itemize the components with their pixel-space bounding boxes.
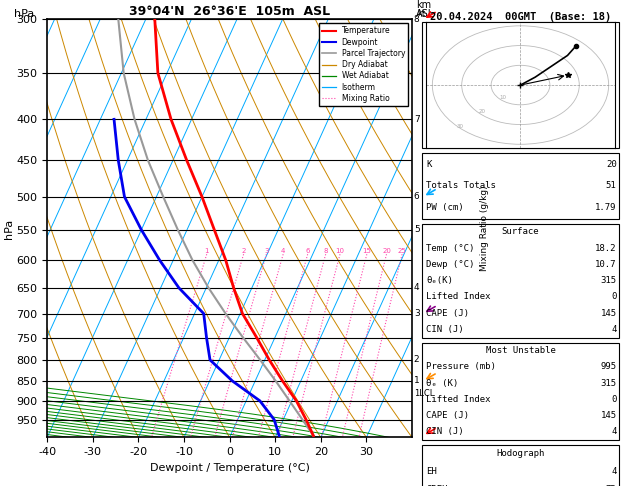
Text: 1: 1 (414, 377, 420, 385)
Text: 3: 3 (414, 309, 420, 318)
Text: 5: 5 (414, 226, 420, 234)
Text: Surface: Surface (502, 227, 539, 236)
Text: 10: 10 (499, 95, 506, 100)
Text: 995: 995 (601, 363, 616, 371)
Text: 30: 30 (457, 124, 464, 129)
Text: 0: 0 (611, 395, 616, 404)
Legend: Temperature, Dewpoint, Parcel Trajectory, Dry Adiabat, Wet Adiabat, Isotherm, Mi: Temperature, Dewpoint, Parcel Trajectory… (319, 23, 408, 106)
Text: Temp (°C): Temp (°C) (426, 243, 475, 253)
Text: 75: 75 (606, 485, 616, 486)
Text: CAPE (J): CAPE (J) (426, 309, 469, 318)
Text: CIN (J): CIN (J) (426, 325, 464, 334)
Text: 1.79: 1.79 (595, 203, 616, 212)
Text: 145: 145 (601, 411, 616, 420)
Text: Totals Totals: Totals Totals (426, 181, 496, 191)
Text: 4: 4 (611, 427, 616, 436)
Text: 18.2: 18.2 (595, 243, 616, 253)
Text: 10.7: 10.7 (595, 260, 616, 269)
Text: θₑ (K): θₑ (K) (426, 379, 459, 388)
Text: 0: 0 (611, 293, 616, 301)
Text: PW (cm): PW (cm) (426, 203, 464, 212)
Text: 20: 20 (382, 248, 391, 254)
Text: 51: 51 (606, 181, 616, 191)
Text: 1LCL: 1LCL (414, 388, 434, 398)
Text: 20: 20 (606, 159, 616, 169)
Text: CIN (J): CIN (J) (426, 427, 464, 436)
Text: 145: 145 (601, 309, 616, 318)
Text: 7: 7 (414, 115, 420, 124)
Text: kt: kt (417, 9, 425, 17)
Text: 6: 6 (414, 192, 420, 201)
Text: 15: 15 (362, 248, 371, 254)
Text: 4: 4 (611, 467, 616, 476)
Text: θₑ(K): θₑ(K) (426, 276, 454, 285)
Text: 4: 4 (281, 248, 286, 254)
X-axis label: Dewpoint / Temperature (°C): Dewpoint / Temperature (°C) (150, 463, 309, 473)
Text: 20.04.2024  00GMT  (Base: 18): 20.04.2024 00GMT (Base: 18) (430, 12, 611, 22)
Text: 20: 20 (478, 109, 485, 115)
Text: 2: 2 (414, 355, 420, 364)
Text: Hodograph: Hodograph (496, 449, 545, 458)
Text: Lifted Index: Lifted Index (426, 293, 491, 301)
Text: 315: 315 (601, 276, 616, 285)
Text: 8: 8 (323, 248, 328, 254)
Text: Lifted Index: Lifted Index (426, 395, 491, 404)
Text: Mixing Ratio (g/kg): Mixing Ratio (g/kg) (481, 186, 489, 271)
Text: 25: 25 (398, 248, 406, 254)
Text: Most Unstable: Most Unstable (486, 346, 555, 355)
Text: SREH: SREH (426, 485, 448, 486)
Text: 2: 2 (242, 248, 246, 254)
Title: 39°04'N  26°36'E  105m  ASL: 39°04'N 26°36'E 105m ASL (129, 5, 330, 18)
Y-axis label: hPa: hPa (4, 218, 14, 239)
Text: 4: 4 (414, 283, 420, 293)
Text: hPa: hPa (14, 9, 35, 19)
Text: CAPE (J): CAPE (J) (426, 411, 469, 420)
Text: EH: EH (426, 467, 437, 476)
Text: Dewp (°C): Dewp (°C) (426, 260, 475, 269)
Text: 1: 1 (204, 248, 209, 254)
Text: 10: 10 (335, 248, 345, 254)
Text: Pressure (mb): Pressure (mb) (426, 363, 496, 371)
Text: 3: 3 (264, 248, 269, 254)
Text: 315: 315 (601, 379, 616, 388)
Text: 4: 4 (611, 325, 616, 334)
Text: K: K (426, 159, 432, 169)
Text: 8: 8 (414, 15, 420, 24)
Text: km
ASL: km ASL (416, 0, 434, 19)
Text: 6: 6 (306, 248, 310, 254)
